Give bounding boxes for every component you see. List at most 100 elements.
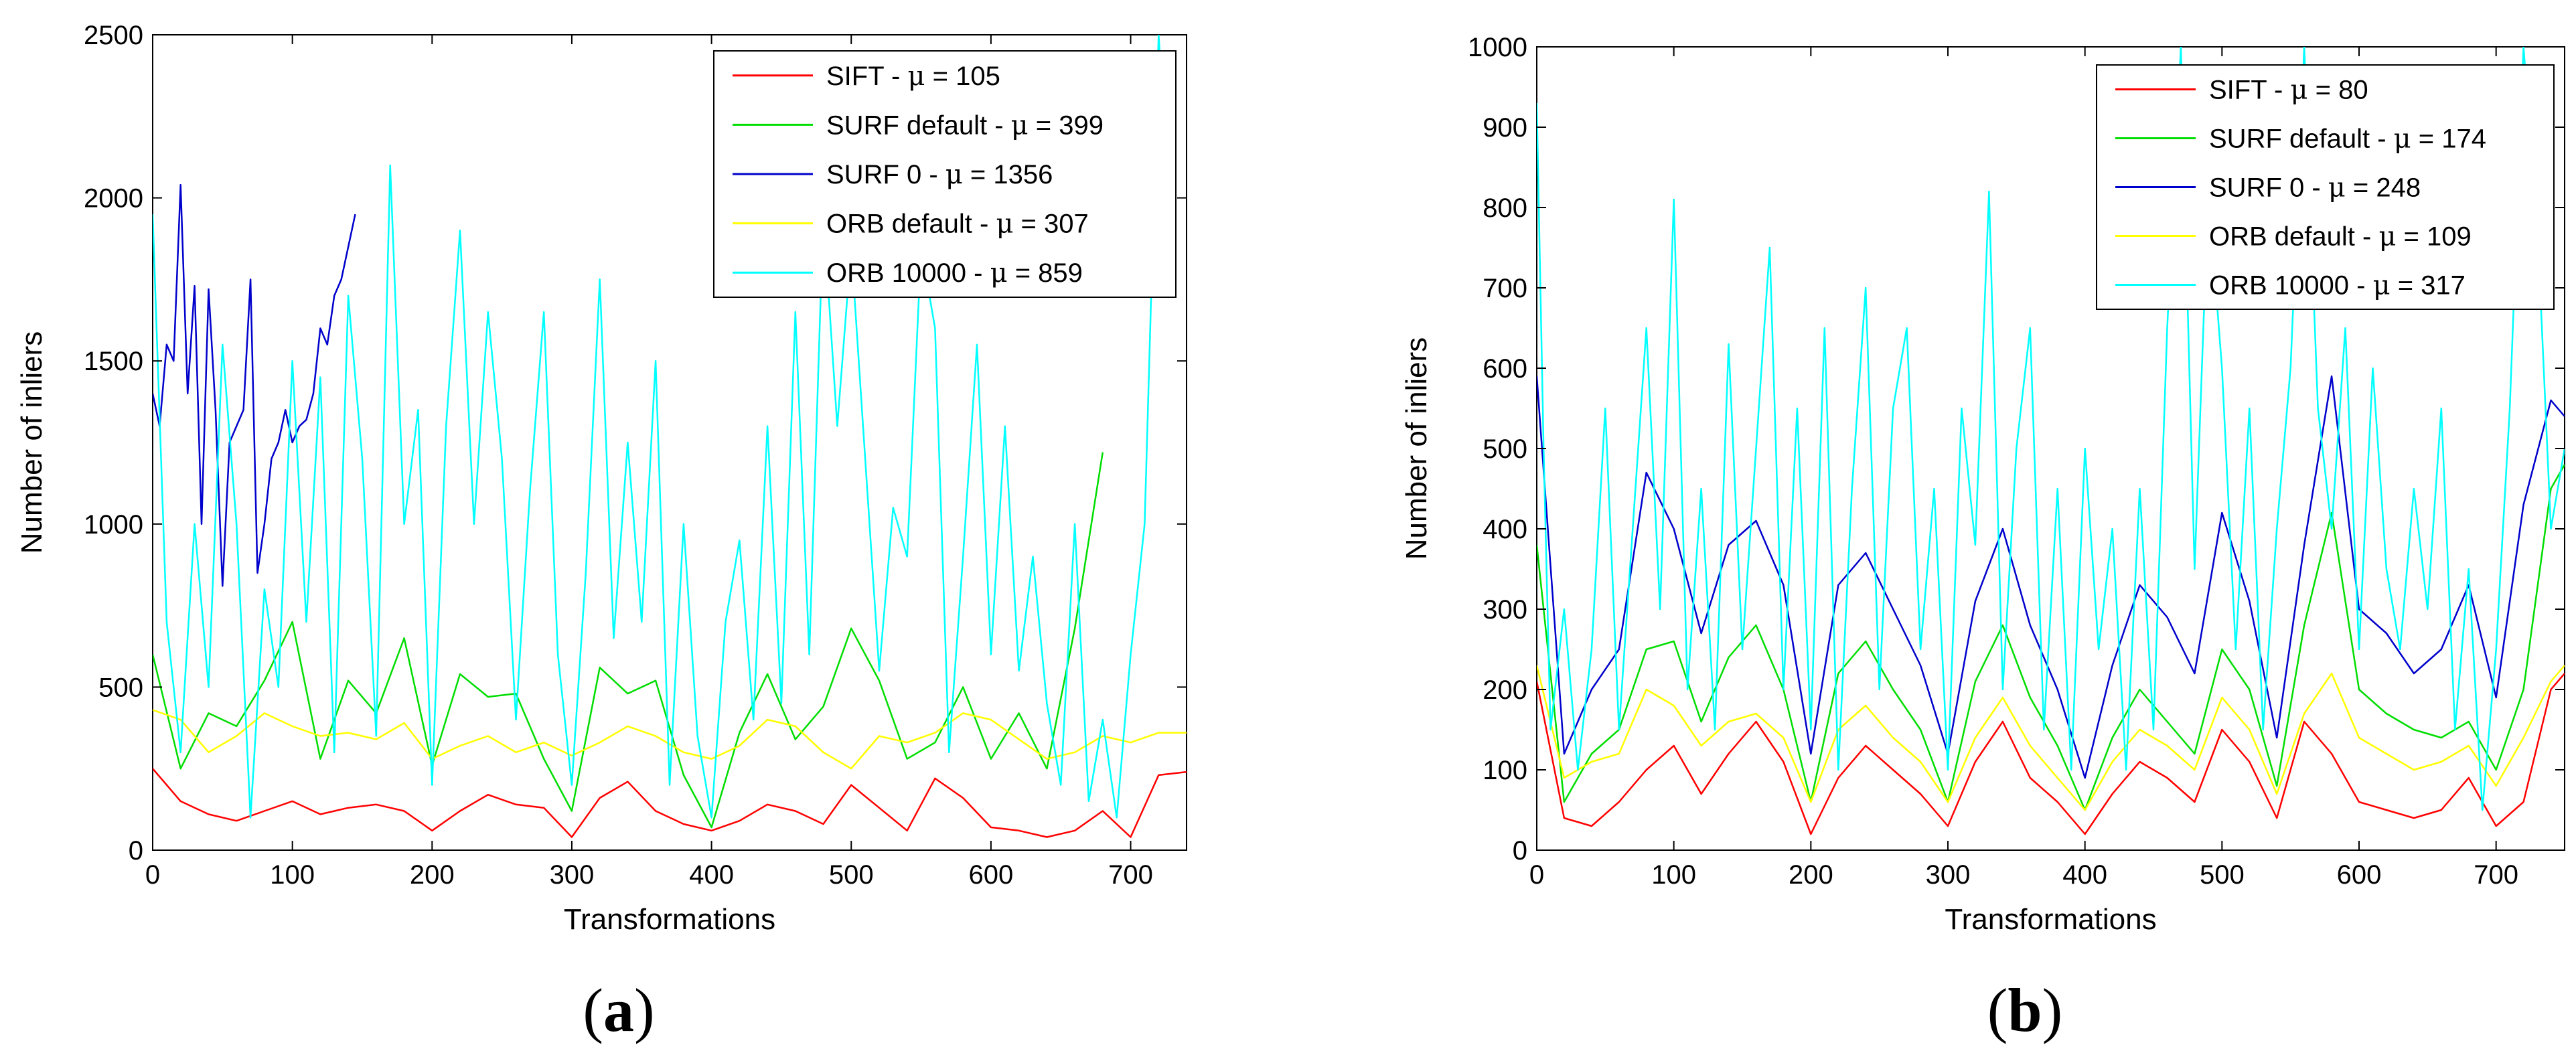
mu-symbol: μ bbox=[945, 159, 963, 190]
y-tick-label: 1500 bbox=[84, 347, 143, 376]
legend-mean-value: = 109 bbox=[2396, 222, 2471, 252]
series-line-sift bbox=[1537, 673, 2565, 835]
legend-mean-value: = 248 bbox=[2346, 173, 2421, 203]
panel-label-open: ( bbox=[583, 976, 603, 1044]
mu-symbol: μ bbox=[907, 61, 925, 92]
panel-label: (b) bbox=[1987, 976, 2062, 1044]
legend-series-name: ORB 10000 - bbox=[826, 258, 990, 288]
legend-entry-label: SURF 0 - μ = 248 bbox=[2209, 173, 2421, 204]
legend-series-name: SURF default - bbox=[826, 110, 1011, 140]
x-tick-label: 400 bbox=[2062, 860, 2107, 890]
legend-series-name: SURF 0 - bbox=[2209, 173, 2328, 203]
legend-mean-value: = 399 bbox=[1029, 110, 1104, 140]
panel-label: (a) bbox=[583, 976, 654, 1044]
legend-mean-value: = 859 bbox=[1008, 258, 1083, 288]
series-line-sift bbox=[153, 768, 1187, 838]
mu-symbol: μ bbox=[996, 209, 1013, 240]
y-tick-label: 200 bbox=[1483, 675, 1527, 705]
x-axis-label: Transformations bbox=[564, 903, 775, 936]
x-axis-label: Transformations bbox=[1945, 903, 2156, 936]
mu-symbol: μ bbox=[2394, 124, 2411, 155]
mu-symbol: μ bbox=[2290, 75, 2307, 106]
legend-entry-label: SIFT - μ = 80 bbox=[2209, 75, 2368, 106]
x-tick-label: 300 bbox=[550, 860, 595, 890]
y-tick-label: 0 bbox=[129, 836, 143, 866]
y-tick-label: 1000 bbox=[1468, 33, 1527, 62]
legend-mean-value: = 317 bbox=[2391, 271, 2466, 301]
y-tick-label: 300 bbox=[1483, 595, 1527, 625]
x-tick-label: 400 bbox=[689, 860, 734, 890]
y-tick-label: 500 bbox=[98, 673, 143, 702]
series-group bbox=[1537, 47, 2565, 835]
x-tick-label: 700 bbox=[1108, 860, 1153, 890]
mu-symbol: μ bbox=[2328, 173, 2346, 204]
x-tick-label: 0 bbox=[145, 860, 160, 890]
legend-entry-label: ORB 10000 - μ = 859 bbox=[826, 258, 1083, 289]
legend-entry-label: SURF default - μ = 399 bbox=[826, 110, 1104, 141]
series-line-orb-default bbox=[1537, 665, 2565, 811]
legend-entry-label: SIFT - μ = 105 bbox=[826, 61, 1000, 92]
series-line-orb-default bbox=[153, 709, 1187, 770]
y-tick-label: 100 bbox=[1483, 756, 1527, 785]
x-tick-label: 200 bbox=[410, 860, 455, 890]
mu-symbol: μ bbox=[1011, 110, 1029, 141]
legend-series-name: SURF default - bbox=[2209, 125, 2394, 154]
y-tick-label: 2500 bbox=[84, 21, 143, 50]
y-axis-label: Number of inliers bbox=[15, 331, 48, 554]
legend-entry-label: ORB 10000 - μ = 317 bbox=[2209, 270, 2466, 301]
panel-label-letter: a bbox=[603, 976, 634, 1044]
y-tick-label: 600 bbox=[1483, 354, 1527, 384]
chart-panel-a: 0 100 200 300 400 500 600 700 0 500 1000 1500 2000 25… bbox=[15, 21, 1187, 1044]
x-tick-label: 600 bbox=[2337, 860, 2382, 890]
legend-entry-label: ORB default - μ = 307 bbox=[826, 209, 1089, 240]
legend-entry-label: ORB default - μ = 109 bbox=[2209, 222, 2472, 252]
y-tick-label: 900 bbox=[1483, 113, 1527, 143]
y-tick-label: 2000 bbox=[84, 184, 143, 214]
x-tick-label: 300 bbox=[1926, 860, 1971, 890]
x-tick-label: 600 bbox=[969, 860, 1014, 890]
y-tick-label: 500 bbox=[1483, 434, 1527, 464]
legend-entry-label: SURF 0 - μ = 1356 bbox=[826, 159, 1053, 190]
mu-symbol: μ bbox=[2378, 222, 2396, 252]
y-tick-label: 1000 bbox=[84, 510, 143, 540]
x-tick-label: 100 bbox=[1651, 860, 1696, 890]
x-tick-label: 500 bbox=[829, 860, 874, 890]
legend-series-name: ORB default - bbox=[826, 210, 996, 239]
mu-symbol: μ bbox=[990, 258, 1008, 289]
legend-mean-value: = 105 bbox=[925, 62, 1000, 91]
panel-label-close: ) bbox=[2042, 976, 2063, 1044]
legend-series-name: ORB 10000 - bbox=[2209, 271, 2373, 301]
chart-panel-b: 0 100 200 300 400 500 600 700 0 100 200 300 400 500 60… bbox=[1400, 33, 2565, 1044]
y-tick-label: 0 bbox=[1513, 836, 1527, 866]
x-tick-label: 0 bbox=[1529, 860, 1544, 890]
legend-series-name: SIFT - bbox=[2209, 76, 2290, 105]
y-tick-label: 400 bbox=[1483, 515, 1527, 544]
y-tick-label: 800 bbox=[1483, 193, 1527, 223]
series-line-surf-default bbox=[1537, 464, 2565, 811]
panel-label-open: ( bbox=[1987, 976, 2008, 1044]
legend-mean-value: = 307 bbox=[1013, 210, 1088, 239]
series-line-surf-0 bbox=[153, 183, 356, 587]
x-tick-label: 100 bbox=[270, 860, 315, 890]
series-line-surf-default bbox=[153, 452, 1104, 829]
series-line-orb-10000 bbox=[153, 35, 1174, 819]
series-line-surf-0 bbox=[1537, 375, 2565, 779]
series-group bbox=[153, 35, 1187, 838]
legend-series-name: ORB default - bbox=[2209, 222, 2378, 252]
legend-entry-label: SURF default - μ = 174 bbox=[2209, 124, 2486, 155]
x-tick-label: 700 bbox=[2474, 860, 2518, 890]
mu-symbol: μ bbox=[2373, 270, 2391, 301]
y-axis-label: Number of inliers bbox=[1400, 337, 1433, 560]
y-tick-label: 700 bbox=[1483, 274, 1527, 303]
legend-series-name: SURF 0 - bbox=[826, 160, 945, 189]
legend-mean-value: = 174 bbox=[2411, 125, 2486, 154]
series-line-orb-10000 bbox=[1537, 47, 2565, 811]
legend-mean-value: = 1356 bbox=[963, 160, 1053, 189]
panel-label-close: ) bbox=[634, 976, 655, 1044]
panel-label-letter: b bbox=[2007, 976, 2042, 1044]
legend-series-name: SIFT - bbox=[826, 62, 907, 91]
legend-mean-value: = 80 bbox=[2307, 76, 2368, 105]
x-tick-label: 200 bbox=[1789, 860, 1833, 890]
